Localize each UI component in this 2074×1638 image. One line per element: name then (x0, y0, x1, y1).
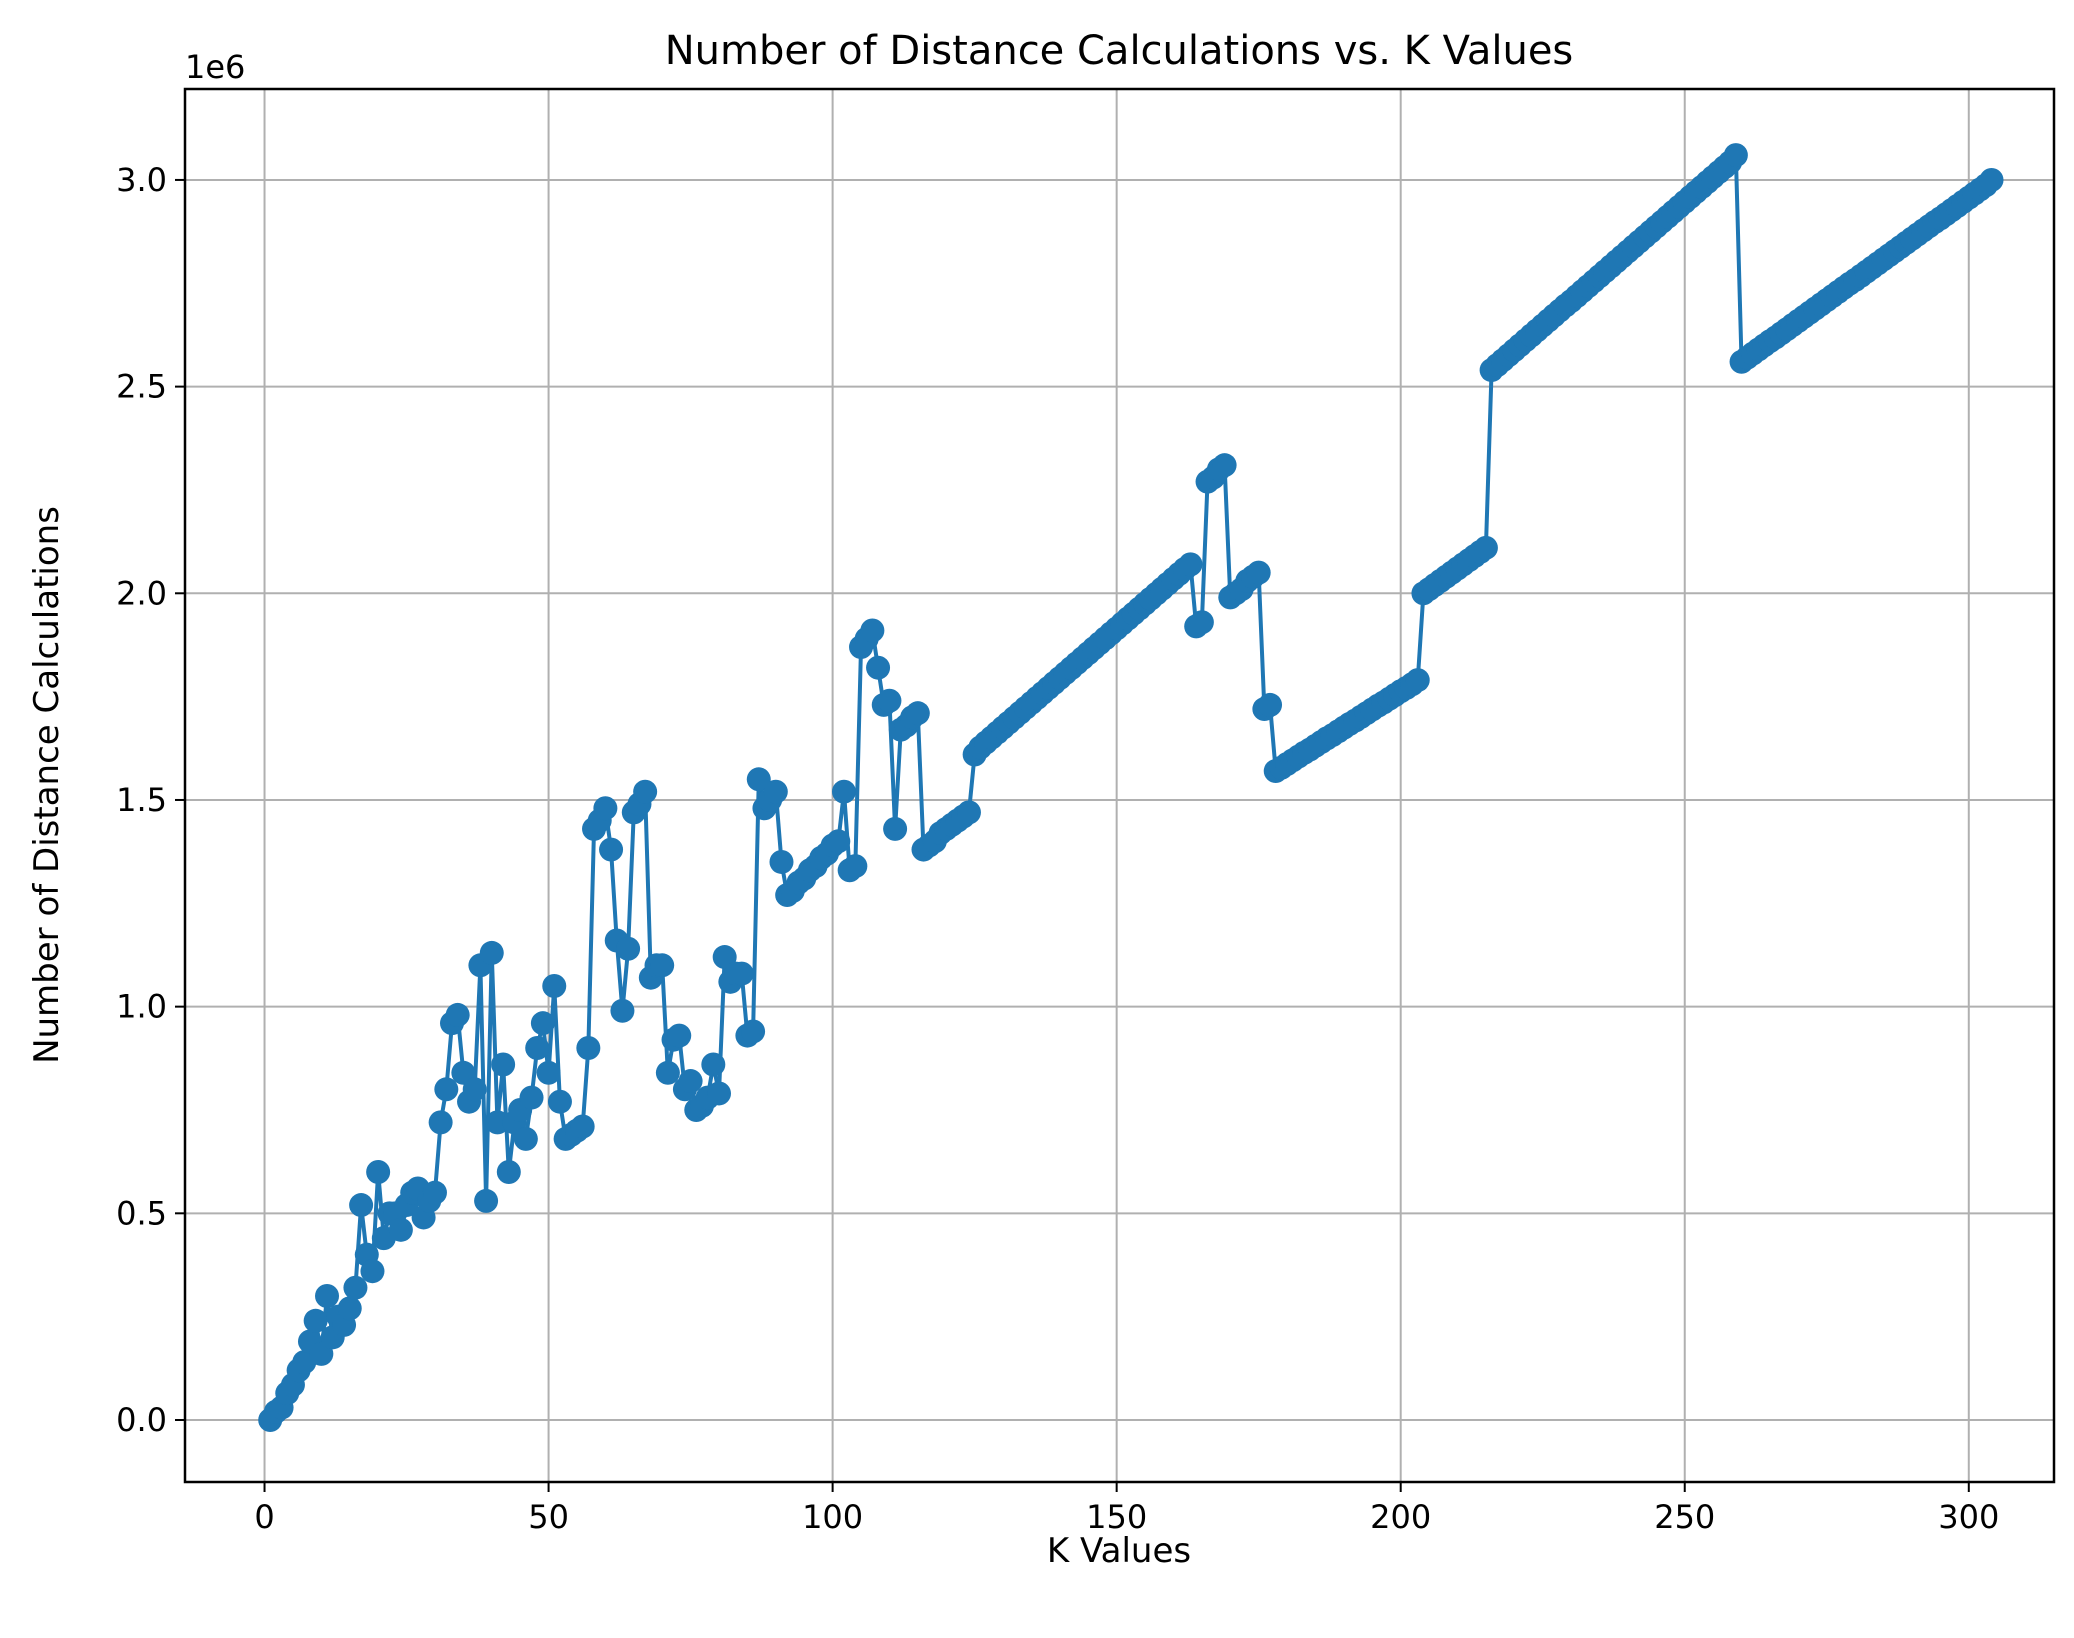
data-point-marker (422, 1180, 447, 1205)
data-point-marker (956, 800, 981, 825)
data-point-marker (866, 655, 891, 680)
data-point-marker (1246, 560, 1271, 585)
data-point-marker (366, 1159, 391, 1184)
data-point-marker (428, 1110, 453, 1135)
data-point-marker (593, 796, 618, 821)
y-tick-label: 3.0 (116, 161, 167, 199)
data-point-marker (570, 1114, 595, 1139)
data-point-marker (388, 1217, 413, 1242)
data-point-marker (729, 961, 754, 986)
data-point-marker (1258, 692, 1283, 717)
data-point-marker (860, 618, 885, 643)
data-point-marker (883, 816, 908, 841)
data-point-marker (1212, 453, 1237, 478)
data-point-marker (763, 779, 788, 804)
data-point-marker (360, 1259, 385, 1284)
data-point-marker (701, 1052, 726, 1077)
data-point-marker (826, 829, 851, 854)
data-point-marker (633, 779, 658, 804)
y-axis-multiplier: 1e6 (185, 48, 245, 86)
data-point-marker (1979, 167, 2004, 192)
data-series (258, 143, 2004, 1432)
data-point-marker (434, 1077, 459, 1102)
data-point-marker (746, 767, 771, 792)
data-point-marker (1405, 668, 1430, 693)
data-point-marker (303, 1308, 328, 1333)
data-point-marker (1178, 552, 1203, 577)
data-point-marker (610, 998, 635, 1023)
data-point-marker (616, 936, 641, 961)
data-point-marker (843, 854, 868, 879)
data-point-marker (530, 1011, 555, 1036)
y-tick-label: 1.5 (116, 781, 167, 819)
data-point-marker (519, 1085, 544, 1110)
data-point-marker (496, 1159, 521, 1184)
x-axis-ticks: 0 50 100 150 200 250 300 (254, 1482, 1999, 1536)
data-point-marker (678, 1069, 703, 1094)
data-point-marker (599, 837, 624, 862)
data-point-marker (877, 688, 902, 713)
data-point-marker (491, 1052, 516, 1077)
data-point-marker (445, 1002, 470, 1027)
data-point-marker (905, 701, 930, 726)
data-point-marker (655, 1060, 680, 1085)
data-point-marker (343, 1275, 368, 1300)
data-point-marker (513, 1126, 538, 1151)
data-point-marker (542, 973, 567, 998)
y-tick-label: 1.0 (116, 988, 167, 1026)
y-tick-label: 2.0 (116, 574, 167, 612)
plot-area-frame (183, 87, 2056, 1484)
data-point-marker (650, 953, 675, 978)
data-point-marker (707, 1081, 731, 1106)
grid-lines (185, 89, 2054, 1482)
data-point-marker (337, 1296, 362, 1321)
data-point-marker (769, 849, 794, 874)
x-tick-label: 100 (802, 1498, 863, 1536)
data-point-marker (547, 1089, 572, 1114)
y-tick-label: 2.5 (116, 368, 167, 406)
data-point-marker (525, 1035, 550, 1060)
data-point-marker (1473, 535, 1498, 560)
chart-title: Number of Distance Calculations vs. K Va… (665, 28, 1574, 74)
data-point-marker (462, 1077, 487, 1102)
data-point-marker (1189, 610, 1214, 635)
y-axis-ticks: 0.0 0.5 1.0 1.5 2.0 2.5 3.0 (116, 161, 185, 1439)
y-tick-label: 0.0 (116, 1401, 167, 1439)
x-tick-label: 50 (528, 1498, 569, 1536)
data-point-marker (576, 1035, 601, 1060)
x-tick-label: 200 (1370, 1498, 1431, 1536)
data-point-marker (831, 779, 856, 804)
data-point-marker (485, 1110, 510, 1135)
data-point-marker (1723, 143, 1748, 168)
x-tick-label: 250 (1654, 1498, 1715, 1536)
x-tick-label: 150 (1086, 1498, 1147, 1536)
x-tick-label: 0 (254, 1498, 274, 1536)
data-point-marker (667, 1023, 692, 1048)
x-axis-title: K Values (1047, 1531, 1191, 1571)
data-point-marker (479, 940, 504, 965)
y-axis-title: Number of Distance Calculations (27, 506, 67, 1064)
data-point-marker (315, 1283, 340, 1308)
y-tick-label: 0.5 (116, 1194, 167, 1232)
data-point-marker (474, 1188, 499, 1213)
data-point-marker (741, 1019, 766, 1044)
data-point-marker (349, 1193, 374, 1218)
x-tick-label: 300 (1938, 1498, 1999, 1536)
data-point-marker (536, 1060, 561, 1085)
